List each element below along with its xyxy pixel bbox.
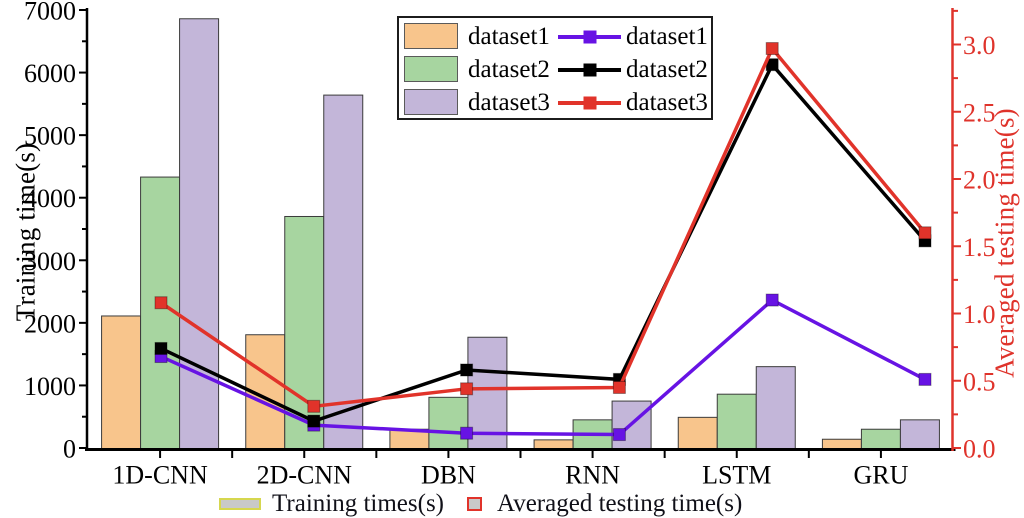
legend-line-marker-dataset1 — [583, 30, 596, 44]
bar-dataset3-LSTM — [755, 366, 796, 450]
right-axis-tick-label: 3.0 — [963, 31, 996, 60]
legend-bar-swatch-dataset2 — [404, 56, 458, 82]
marker-dataset1-LSTM — [765, 293, 779, 307]
marker-dataset3-GRU — [918, 226, 932, 240]
legend-line-label-dataset2: dataset2 — [626, 56, 708, 83]
left-axis-tick-label: 2000 — [24, 309, 76, 338]
left-axis-title: Training time(s) — [10, 142, 41, 322]
legend-box: dataset1 dataset1 dataset2 dataset2 data… — [397, 16, 713, 120]
right-axis-tick-label: 0.0 — [963, 435, 996, 464]
legend-line-marker-dataset3 — [583, 96, 596, 110]
bar-dataset2-LSTM — [716, 393, 757, 450]
x-axis-category-label: RNN — [565, 461, 620, 490]
legend-row-dataset2: dataset2 dataset2 — [399, 54, 711, 87]
marker-dataset2-1D-CNN — [154, 341, 168, 355]
bar-dataset3-1D-CNN — [179, 18, 220, 450]
marker-dataset1-GRU — [918, 372, 932, 386]
left-axis-tick-label: 6000 — [24, 59, 76, 88]
line-dataset2 — [160, 61, 927, 423]
legend-line-sample-dataset3 — [558, 96, 621, 110]
line-dataset1 — [160, 297, 926, 437]
left-axis-tick-label: 4000 — [24, 184, 76, 213]
right-axis-tick-label: 1.0 — [963, 300, 996, 329]
left-axis-tick-label: 0 — [63, 435, 76, 464]
legend-bar-swatch-dataset1 — [404, 23, 458, 49]
marker-dataset3-1D-CNN — [154, 296, 168, 310]
bar-dataset1-1D-CNN — [101, 315, 142, 450]
x-axis-category-label: 1D-CNN — [112, 461, 208, 490]
averaged-testing-time-label: Averaged testing time(s) — [497, 490, 743, 517]
marker-dataset3-DBN — [460, 382, 474, 396]
training-times-label: Training times(s) — [272, 490, 444, 517]
left-axis-tick-label: 7000 — [24, 0, 76, 26]
averaged-testing-time-swatch — [467, 497, 482, 511]
legend-line-label-dataset3: dataset3 — [626, 89, 708, 116]
legend-bar-swatch-dataset3 — [404, 89, 458, 115]
marker-dataset3-RNN — [612, 380, 626, 394]
legend-bar-label-dataset1: dataset1 — [468, 23, 550, 50]
x-axis-category-label: DBN — [421, 461, 476, 490]
bar-dataset1-GRU — [821, 438, 862, 450]
left-axis-tick-label: 1000 — [24, 372, 76, 401]
right-axis-title: Averaged testing time(s) — [989, 108, 1020, 378]
legend-line-sample-dataset2 — [558, 63, 621, 77]
marker-dataset3-2D-CNN — [307, 399, 321, 413]
right-axis-tick-label: 0.5 — [963, 367, 996, 396]
x-axis-category-label: GRU — [853, 461, 908, 490]
bar-dataset3-GRU — [899, 419, 940, 451]
bar-dataset2-DBN — [428, 396, 469, 450]
bar-dataset3-2D-CNN — [323, 94, 364, 451]
x-axis-category-label: LSTM — [702, 461, 771, 490]
legend-line-sample-dataset1 — [558, 30, 621, 44]
bar-dataset3-DBN — [467, 336, 508, 450]
legend-line-label-dataset1: dataset1 — [626, 23, 708, 50]
marker-dataset1-DBN — [460, 426, 474, 440]
marker-dataset2-DBN — [460, 363, 474, 377]
left-axis-tick-label: 5000 — [24, 122, 76, 151]
legend-bar-label-dataset3: dataset3 — [468, 89, 550, 116]
left-axis-tick-label: 3000 — [24, 247, 76, 276]
marker-dataset3-LSTM — [765, 42, 779, 56]
marker-dataset2-2D-CNN — [307, 414, 321, 428]
line-dataset3 — [160, 45, 927, 409]
legend-bar-label-dataset2: dataset2 — [468, 56, 550, 83]
right-axis-tick-label: 2.5 — [963, 98, 996, 127]
right-axis-tick-label: 1.5 — [963, 233, 996, 262]
training-times-swatch — [219, 498, 261, 510]
x-axis-category-label: 2D-CNN — [257, 461, 353, 490]
bar-dataset2-GRU — [860, 428, 901, 451]
right-axis-tick-label: 2.0 — [963, 166, 996, 195]
legend-row-dataset1: dataset1 dataset1 — [399, 21, 711, 54]
bar-dataset1-LSTM — [677, 416, 718, 450]
legend-row-dataset3: dataset3 dataset3 — [399, 87, 711, 120]
marker-dataset1-RNN — [612, 428, 626, 442]
legend-line-marker-dataset2 — [583, 63, 596, 77]
